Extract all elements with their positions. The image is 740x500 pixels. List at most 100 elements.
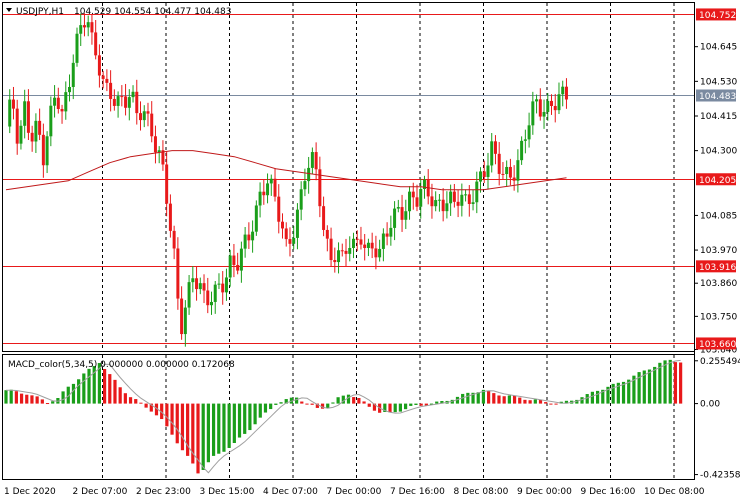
macd-bar-falling <box>554 403 558 405</box>
candle-bear <box>430 196 434 207</box>
candle-bull <box>527 125 531 140</box>
candle-bear <box>370 242 374 249</box>
candle-bear <box>363 244 367 248</box>
macd-bar-falling <box>424 403 428 406</box>
macd-bar-rising <box>289 397 294 404</box>
candle-bear <box>150 113 154 137</box>
macd-bar-falling <box>352 397 356 404</box>
candle-bear <box>221 283 225 293</box>
macd-bar-falling <box>165 403 169 427</box>
macd-bar-falling <box>134 399 138 404</box>
candle-bear <box>277 196 281 222</box>
candle-bear <box>318 169 322 207</box>
macd-bar-rising <box>206 403 210 463</box>
macd-bar-rising <box>9 389 13 404</box>
macd-bar-falling <box>320 403 325 409</box>
collapse-triangle-icon[interactable] <box>6 8 12 12</box>
macd-bar-rising <box>92 366 96 404</box>
candle-bull <box>266 183 270 196</box>
candle-bull <box>393 208 397 228</box>
macd-bar-rising <box>217 403 221 454</box>
macd-bar-falling <box>186 403 190 456</box>
price-panel-frame <box>2 2 695 352</box>
y-tick-label: 103.860 <box>700 279 737 289</box>
candle-bull <box>187 282 191 308</box>
candle-bull <box>475 181 479 203</box>
candle-bull <box>64 92 68 112</box>
candle-bear <box>325 229 329 239</box>
candle-bear <box>165 164 169 204</box>
candle-bull <box>142 111 146 121</box>
candle-bear <box>232 255 236 265</box>
macd-bar-falling <box>35 396 39 404</box>
candle-bull <box>389 227 393 237</box>
candle-bull <box>542 111 546 117</box>
macd-bar-falling <box>300 401 304 404</box>
level-label-box <box>696 173 736 186</box>
candle-bear <box>564 86 568 100</box>
candle-bear <box>262 191 266 196</box>
candle-bull <box>445 203 449 212</box>
candle-bear <box>344 250 348 254</box>
macd-bar-rising <box>274 403 278 405</box>
candle-bear <box>497 153 501 174</box>
candle-bear <box>195 278 199 290</box>
y-tick-label: 104.085 <box>700 211 737 221</box>
candle-bear <box>82 25 86 28</box>
macd-bar-rising <box>87 368 91 404</box>
macd-bar-falling <box>487 390 491 404</box>
macd-bar-rising <box>533 399 537 404</box>
macd-bar-rising <box>471 392 475 404</box>
candle-bull <box>68 86 72 93</box>
macd-bar-falling <box>497 395 501 404</box>
vertical-gridlines <box>102 3 675 479</box>
macd-bar-rising <box>97 363 102 404</box>
x-tick-label: 7 Dec 16:00 <box>390 487 445 497</box>
candle-bull <box>422 179 426 190</box>
macd-bar-falling <box>502 396 506 404</box>
macd-bar-rising <box>227 403 231 448</box>
macd-bar-rising <box>409 403 413 406</box>
macd-bar-falling <box>180 403 185 451</box>
candle-bear <box>359 239 363 245</box>
macd-y-tick-label: 0.00 <box>700 400 720 410</box>
candle-bear <box>180 298 184 335</box>
candle-bull <box>307 167 311 182</box>
candle-bull <box>520 140 524 161</box>
candle-bear <box>135 91 139 114</box>
macd-bar-rising <box>606 386 610 404</box>
macd-bar-falling <box>528 400 532 404</box>
level-label-box <box>696 337 736 350</box>
x-tick-label: 9 Dec 00:00 <box>517 487 572 497</box>
macd-bar-rising <box>346 394 351 404</box>
y-tick-label: 103.640 <box>700 345 737 355</box>
macd-bar-falling <box>549 403 553 405</box>
macd-bar-falling <box>315 403 319 408</box>
candle-bull <box>79 25 83 34</box>
candle-bull <box>310 152 314 168</box>
level-price-labels: 104.752 104.205 103.916 103.660 <box>696 8 736 350</box>
macd-bar-rising <box>435 401 439 404</box>
candle-bull <box>486 165 490 177</box>
macd-bar-falling <box>30 395 34 404</box>
candle-bull <box>131 91 135 98</box>
candle-bear <box>411 191 415 198</box>
candle-bear <box>482 171 486 177</box>
candle-bull <box>437 199 441 201</box>
macd-bar-falling <box>128 397 133 404</box>
x-tick-label: 3 Dec 15:00 <box>200 487 255 497</box>
candle-bull <box>557 94 561 111</box>
x-tick-label: 8 Dec 08:00 <box>454 487 509 497</box>
candle-bull <box>419 189 423 207</box>
candle-bull <box>191 278 195 283</box>
candle-bear <box>38 120 42 135</box>
candle-bear <box>97 55 101 76</box>
candle-bull <box>45 136 49 166</box>
time-axis-ticks: 1 Dec 2020 2 Dec 07:00 2 Dec 23:00 3 Dec 15… <box>4 487 705 497</box>
candle-bull <box>479 171 483 182</box>
candle-bull <box>348 247 352 254</box>
macd-bar-rising <box>668 359 672 404</box>
macd-bar-rising <box>258 403 262 418</box>
candle-bull <box>213 284 217 302</box>
x-tick-label: 2 Dec 23:00 <box>136 487 191 497</box>
